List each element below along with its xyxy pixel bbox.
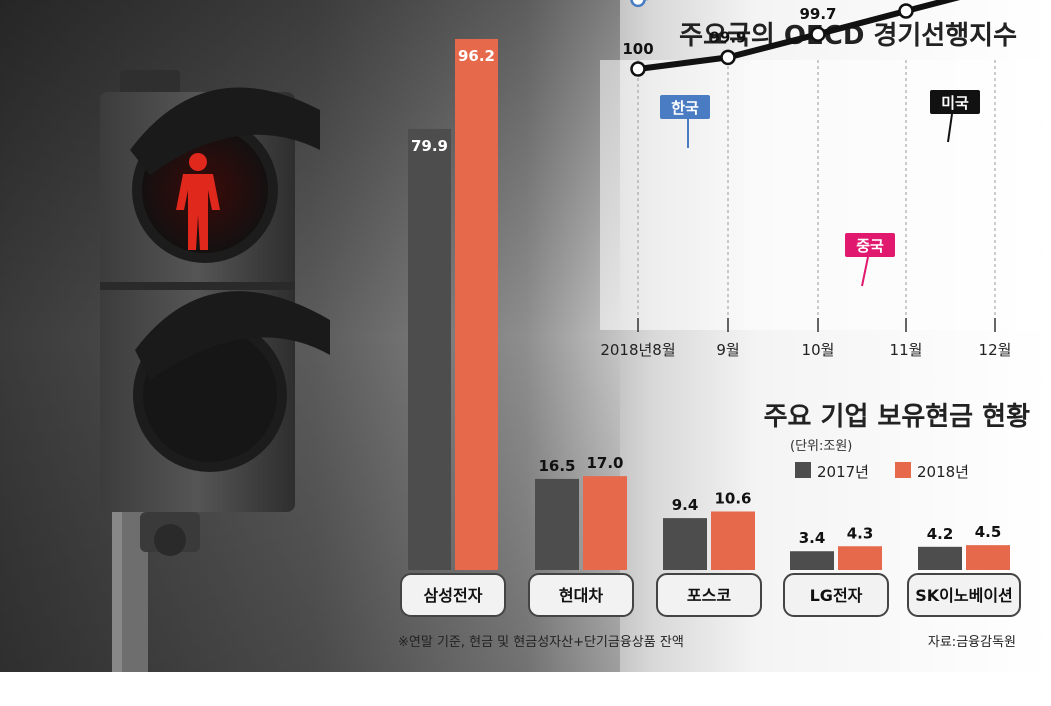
bar-2018년 [711,511,755,570]
x-tick-label: 12월 [979,341,1012,359]
bar-2018년 [966,545,1010,570]
category-label: 포스코 [687,586,731,605]
data-label: 99.9 [709,28,746,46]
bar-value-label: 79.9 [411,137,448,155]
category-pill [528,573,634,617]
legend-swatch [895,462,911,478]
legend-label: 한국 [671,99,699,117]
bar-value-label: 96.2 [458,47,495,65]
category-pill [907,573,1021,617]
bar-chart-unit: (단위:조원) [790,439,852,454]
bar-value-label: 3.4 [799,529,826,547]
bar-value-label: 10.6 [714,489,751,507]
bar-value-label: 16.5 [538,457,575,475]
x-tick-label: 2018년8월 [600,341,675,359]
red-pedestrian-icon [176,153,220,250]
data-label: 99.7 [799,5,836,23]
legend-tag [930,90,980,114]
bar-value-label: 4.2 [927,525,954,543]
category-label: LG전자 [810,586,863,605]
x-tick-label: 9월 [716,341,739,359]
bar-chart-title: 주요 기업 보유현금 현황 [764,402,1030,432]
data-point [898,3,914,19]
data-point [630,0,646,8]
bar-value-label: 9.4 [672,496,699,514]
legend-tag [845,233,895,257]
data-point [720,49,736,66]
bar-value-label: 17.0 [586,454,623,472]
data-label: 100 [622,40,653,58]
legend-label: 2018년 [917,463,969,481]
bar-2017년 [408,128,451,570]
bar-value-label: 4.3 [847,524,874,542]
bar-2017년 [663,518,707,570]
source-note: 자료:금융감독원 [928,635,1016,650]
bar-value-label: 4.5 [975,523,1002,541]
category-pill [656,573,762,617]
footnote: ※연말 기준, 현금 및 현금성자산+단기금융상품 잔액 [398,635,684,650]
legend-label: 2017년 [817,463,869,481]
category-label: SK이노베이션 [915,586,1013,605]
x-tick-label: 11월 [890,341,923,359]
legend-leader [861,256,869,287]
bar-2017년 [790,551,834,570]
data-point [810,26,826,42]
category-pill [400,573,506,617]
category-label: 삼성전자 [424,586,483,605]
data-point [630,61,646,77]
bar-2017년 [535,478,579,570]
bar-2017년 [918,546,962,570]
bar-2018년 [583,476,627,570]
category-label: 현대차 [559,586,603,605]
legend-leader [947,113,953,143]
bar-2018년 [455,38,498,570]
bar-2018년 [838,546,882,570]
legend-label: 미국 [941,94,969,112]
legend-tag [660,95,710,119]
category-pill [783,573,889,617]
legend-swatch [795,462,811,478]
x-tick-label: 10월 [802,341,835,359]
legend-label: 중국 [856,237,884,255]
